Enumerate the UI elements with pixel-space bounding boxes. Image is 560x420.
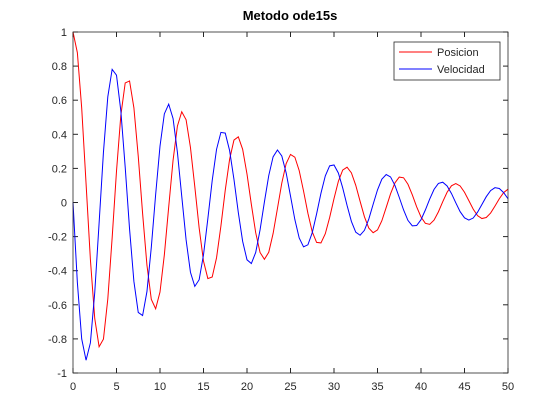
series-line [72,31,509,349]
x-tick-label: 15 [197,381,209,393]
y-tick-label: 0.8 [52,61,67,73]
x-tick-label: 10 [154,381,166,393]
x-tick-label: 25 [284,381,296,393]
x-tick-label: 45 [458,381,470,393]
y-tick-label: 0 [61,198,67,210]
axes-box [72,31,509,374]
y-tick-label: -1 [57,368,67,380]
legend-box [393,41,501,81]
y-tick-label: -0.6 [48,300,67,312]
y-tick-label: 0.6 [52,95,67,107]
y-tick-label: 0.4 [52,129,67,141]
legend-label: Posicion [437,47,479,59]
y-tick-label: 0.2 [52,163,67,175]
x-tick-label: 40 [415,381,427,393]
legend: Posicion Velocidad [393,41,501,81]
x-tick-label: 30 [328,381,340,393]
x-tick-label: 0 [70,381,76,393]
plot-area [73,32,508,373]
y-tick-label: -0.4 [48,266,67,278]
y-tick-label: -0.8 [48,334,67,346]
x-tick-label: 20 [241,381,253,393]
x-tick-label: 5 [113,381,119,393]
y-tick-label: -0.2 [48,232,67,244]
series-line [72,68,509,361]
chart-title: Metodo ode15s [243,8,338,23]
y-tick-label: 1 [61,27,67,39]
x-tick-label: 35 [371,381,383,393]
legend-label: Velocidad [437,64,485,76]
x-tick-label: 50 [502,381,514,393]
